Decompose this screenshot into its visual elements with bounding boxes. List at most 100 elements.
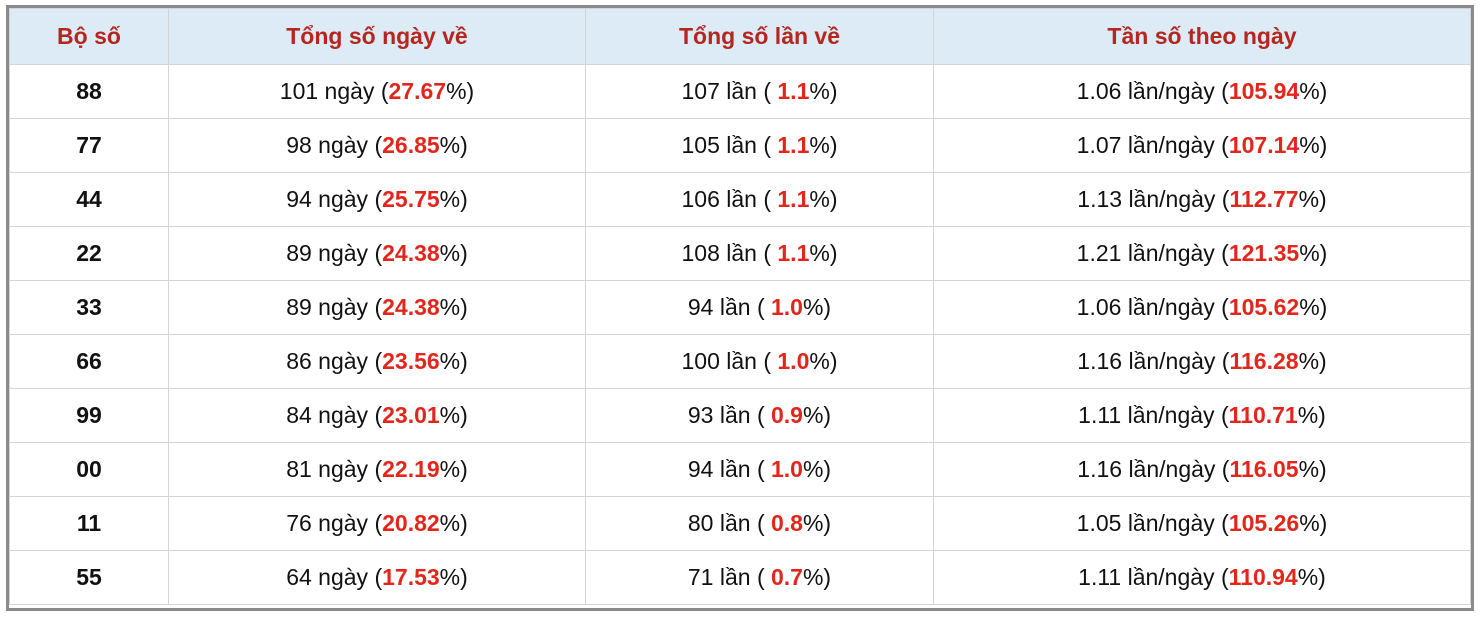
cell-text: %) — [439, 132, 468, 158]
cell-text: %) — [802, 402, 832, 428]
number-cell: 44 — [9, 172, 169, 227]
cell-text: 1.11 lần/ngày ( — [1078, 564, 1229, 590]
percent-value: 1.0 — [777, 348, 810, 374]
number-cell: 33 — [9, 280, 169, 335]
header-row: Bộ số Tổng số ngày về Tổng số lần về Tần số… — [9, 8, 1471, 65]
cell-text: %) — [809, 240, 838, 266]
table-row: 33 89 ngày (24.38%) 94 lần ( 1.0%) 1.06 lần… — [9, 280, 1471, 335]
cell-text: 64 ngày ( — [286, 564, 383, 590]
times-cell: 107 lần ( 1.1%) — [585, 64, 934, 119]
cell-text: %) — [439, 564, 468, 590]
number-cell: 99 — [9, 388, 169, 443]
cell-text: 1.06 lần/ngày ( — [1076, 294, 1229, 320]
cell-text: 81 ngày ( — [286, 456, 383, 482]
cell-text: 80 lần ( — [687, 510, 771, 536]
freq-cell: 1.16 lần/ngày (116.05%) — [933, 442, 1471, 497]
cell-text: %) — [1299, 78, 1328, 104]
number-cell: 88 — [9, 64, 169, 119]
freq-cell: 1.06 lần/ngày (105.94%) — [933, 64, 1471, 119]
cell-text: %) — [802, 294, 832, 320]
freq-cell: 1.07 lần/ngày (107.14%) — [933, 118, 1471, 173]
days-cell: 101 ngày (27.67%) — [168, 64, 586, 119]
percent-value: 0.7 — [771, 564, 803, 590]
percent-value: 121.35 — [1228, 240, 1300, 266]
percent-value: 27.67 — [388, 78, 447, 104]
percent-value: 0.8 — [771, 510, 803, 536]
number-cell: 11 — [9, 496, 169, 551]
freq-cell: 1.11 lần/ngày (110.94%) — [933, 550, 1471, 605]
number-cell: 22 — [9, 226, 169, 281]
percent-value: 1.0 — [771, 294, 803, 320]
times-cell: 71 lần ( 0.7%) — [585, 550, 934, 605]
percent-value: 22.19 — [382, 456, 440, 482]
percent-value: 26.85 — [382, 132, 440, 158]
stats-table: Bộ số Tổng số ngày về Tổng số lần về Tần số… — [9, 8, 1471, 605]
cell-text: %) — [1298, 186, 1327, 212]
times-cell: 105 lần ( 1.1%) — [585, 118, 934, 173]
times-cell: 94 lần ( 1.0%) — [585, 442, 934, 497]
percent-value: 25.75 — [382, 186, 440, 212]
percent-value: 0.9 — [771, 402, 803, 428]
table-row: 77 98 ngày (26.85%) 105 lần ( 1.1%) 1.07 lầ… — [9, 118, 1471, 173]
cell-text: 71 lần ( — [687, 564, 771, 590]
percent-value: 1.1 — [777, 240, 810, 266]
cell-text: %) — [439, 348, 468, 374]
cell-text: 89 ngày ( — [286, 294, 383, 320]
cell-text: %) — [439, 456, 468, 482]
percent-value: 17.53 — [382, 564, 440, 590]
percent-value: 1.1 — [777, 186, 810, 212]
cell-text: %) — [802, 564, 832, 590]
times-cell: 94 lần ( 1.0%) — [585, 280, 934, 335]
freq-cell: 1.16 lần/ngày (116.28%) — [933, 334, 1471, 389]
times-cell: 106 lần ( 1.1%) — [585, 172, 934, 227]
table-row: 44 94 ngày (25.75%) 106 lần ( 1.1%) 1.13 lầ… — [9, 172, 1471, 227]
freq-cell: 1.06 lần/ngày (105.62%) — [933, 280, 1471, 335]
percent-value: 23.56 — [382, 348, 440, 374]
percent-value: 110.71 — [1228, 402, 1298, 428]
cell-text: 94 ngày ( — [286, 186, 383, 212]
percent-value: 24.38 — [382, 294, 440, 320]
cell-text: %) — [809, 348, 838, 374]
cell-text: %) — [439, 510, 468, 536]
days-cell: 86 ngày (23.56%) — [168, 334, 586, 389]
cell-text: %) — [802, 456, 832, 482]
cell-text: 101 ngày ( — [279, 78, 389, 104]
table-row: 55 64 ngày (17.53%) 71 lần ( 0.7%) 1.11 lần… — [9, 550, 1471, 605]
freq-cell: 1.13 lần/ngày (112.77%) — [933, 172, 1471, 227]
percent-value: 110.94 — [1228, 564, 1298, 590]
cell-text: %) — [446, 78, 475, 104]
cell-text: 1.06 lần/ngày ( — [1076, 78, 1229, 104]
cell-text: %) — [439, 186, 468, 212]
table-row: 00 81 ngày (22.19%) 94 lần ( 1.0%) 1.16 lần… — [9, 442, 1471, 497]
days-cell: 84 ngày (23.01%) — [168, 388, 586, 443]
percent-value: 105.26 — [1228, 510, 1300, 536]
cell-text: %) — [1298, 456, 1327, 482]
cell-text: 94 lần ( — [687, 294, 771, 320]
percent-value: 1.1 — [777, 132, 810, 158]
days-cell: 89 ngày (24.38%) — [168, 280, 586, 335]
number-cell: 55 — [9, 550, 169, 605]
percent-value: 20.82 — [382, 510, 440, 536]
cell-text: %) — [1297, 564, 1326, 590]
cell-text: 84 ngày ( — [286, 402, 383, 428]
cell-text: %) — [439, 240, 468, 266]
freq-cell: 1.21 lần/ngày (121.35%) — [933, 226, 1471, 281]
percent-value: 107.14 — [1228, 132, 1300, 158]
days-cell: 89 ngày (24.38%) — [168, 226, 586, 281]
cell-text: 108 lần ( — [681, 240, 778, 266]
days-cell: 64 ngày (17.53%) — [168, 550, 586, 605]
cell-text: 86 ngày ( — [286, 348, 383, 374]
table-row: 66 86 ngày (23.56%) 100 lần ( 1.0%) 1.16 lầ… — [9, 334, 1471, 389]
cell-text: %) — [1299, 240, 1328, 266]
cell-text: %) — [1299, 294, 1328, 320]
cell-text: 100 lần ( — [681, 348, 778, 374]
days-cell: 94 ngày (25.75%) — [168, 172, 586, 227]
times-cell: 93 lần ( 0.9%) — [585, 388, 934, 443]
table-row: 22 89 ngày (24.38%) 108 lần ( 1.1%) 1.21 lầ… — [9, 226, 1471, 281]
cell-text: %) — [809, 186, 838, 212]
table-body: 88 101 ngày (27.67%) 107 lần ( 1.1%) 1.06 l… — [9, 64, 1471, 605]
table-row: 99 84 ngày (23.01%) 93 lần ( 0.9%) 1.11 lần… — [9, 388, 1471, 443]
cell-text: 1.13 lần/ngày ( — [1077, 186, 1230, 212]
table-row: 11 76 ngày (20.82%) 80 lần ( 0.8%) 1.05 lần… — [9, 496, 1471, 551]
header-cell: Bộ số — [9, 8, 169, 65]
